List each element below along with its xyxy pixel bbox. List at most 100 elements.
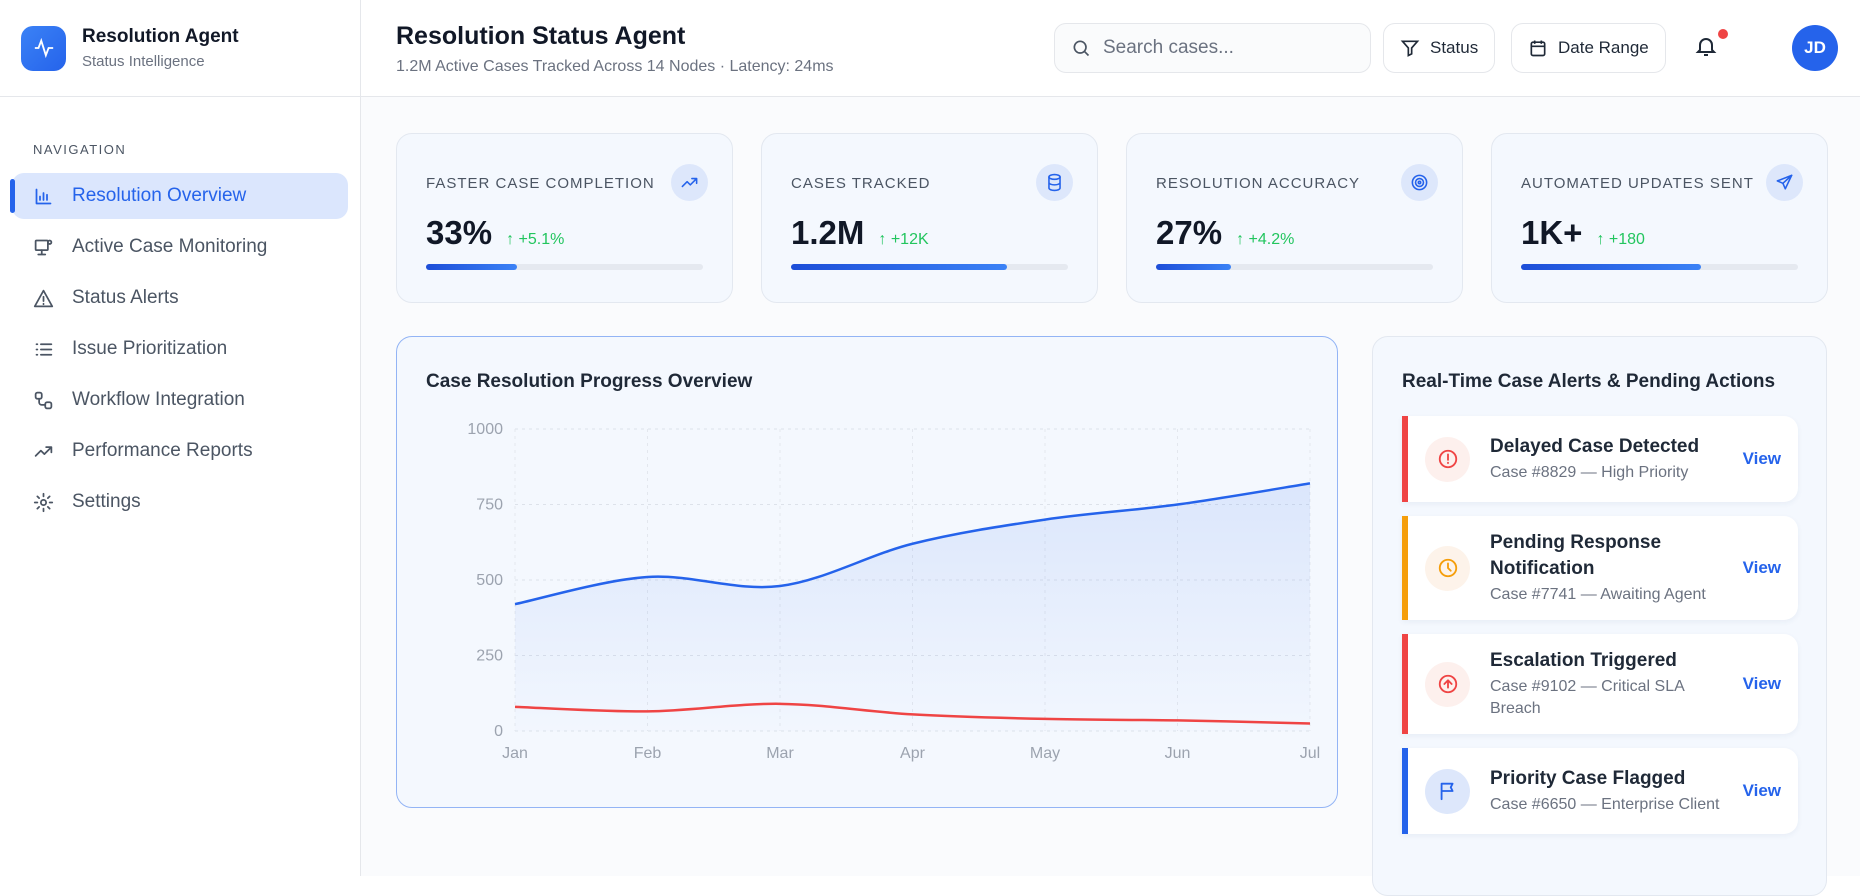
chart-card: Case Resolution Progress Overview 0 250 50… <box>396 336 1338 808</box>
metric-label: FASTER CASE COMPLETION <box>426 175 655 192</box>
search-input[interactable]: Search cases... <box>1054 23 1371 73</box>
alert-icon-badge <box>1425 768 1470 814</box>
y-tick-label: 750 <box>476 497 503 514</box>
metric-row: 1K+ ↑ +180 <box>1521 214 1645 252</box>
list-icon <box>35 342 53 356</box>
progress-bar <box>426 264 703 270</box>
date-range-button[interactable]: Date Range <box>1511 23 1666 73</box>
avatar[interactable]: JD <box>1792 25 1838 71</box>
metric-value: 1.2M <box>791 214 865 251</box>
sidebar-item-label: Issue Prioritization <box>72 338 228 359</box>
sidebar-item-status-alerts[interactable]: Status Alerts <box>12 275 348 321</box>
sidebar-item-label: Resolution Overview <box>72 185 247 206</box>
sidebar-item-label: Active Case Monitoring <box>72 236 268 257</box>
x-tick-label: Jan <box>502 745 528 762</box>
alert-title: Delayed Case Detected <box>1490 436 1700 457</box>
metric-value: 1K+ <box>1521 214 1583 251</box>
filter-icon <box>1400 40 1420 57</box>
brand-title: Resolution Agent <box>82 26 239 47</box>
bar-chart-icon <box>35 188 52 204</box>
alert-text: Pending Response Notification Case #7741 … <box>1490 530 1723 606</box>
alert-subtitle: Case #7741 — Awaiting Agent <box>1490 586 1706 603</box>
alert-title: Escalation Triggered <box>1490 650 1677 671</box>
sidebar-item-label: Performance Reports <box>72 440 253 461</box>
metric-delta: ↑ +12K <box>878 231 929 248</box>
nav: Resolution Overview Active Case Monitorin… <box>0 173 360 525</box>
view-link[interactable]: View <box>1742 449 1781 468</box>
alert-severity-bar <box>1402 634 1408 734</box>
search-placeholder: Search cases... <box>1103 37 1234 58</box>
alert-list: Delayed Case Detected Case #8829 — High P… <box>1402 416 1798 834</box>
gear-icon <box>33 492 54 512</box>
y-tick-label: 0 <box>494 723 503 740</box>
series-area <box>515 483 1310 731</box>
sidebar-item-settings[interactable]: Settings <box>12 479 348 525</box>
progress-fill <box>791 264 1008 270</box>
header: Resolution Status Agent 1.2M Active Case… <box>361 0 1860 97</box>
view-link[interactable]: View <box>1742 674 1781 693</box>
sidebar-item-performance-reports[interactable]: Performance Reports <box>12 428 348 474</box>
page-title: Resolution Status Agent <box>396 22 686 50</box>
workflow-icon <box>34 391 53 409</box>
alert-text: Escalation Triggered Case #9102 — Critica… <box>1490 648 1723 720</box>
alert-text: Priority Case Flagged Case #6650 — Enterp… <box>1490 766 1723 816</box>
alert-severity-bar <box>1402 748 1408 834</box>
view-link[interactable]: View <box>1742 781 1781 800</box>
x-tick-label: Jul <box>1300 745 1320 762</box>
metric-card: FASTER CASE COMPLETION 33% ↑ +5.1% <box>396 133 733 303</box>
alert-subtitle: Case #6650 — Enterprise Client <box>1490 796 1720 813</box>
date-range-label: Date Range <box>1558 38 1649 57</box>
metric-value: 27% <box>1156 214 1223 251</box>
search-icon <box>1073 40 1090 57</box>
alerts-title: Real-Time Case Alerts & Pending Actions <box>1402 371 1776 392</box>
main: FASTER CASE COMPLETION 33% ↑ +5.1% CASES … <box>361 97 1860 896</box>
status-filter-button[interactable]: Status <box>1383 23 1496 73</box>
metric-label: AUTOMATED UPDATES SENT <box>1521 175 1754 192</box>
progress-fill <box>1156 264 1231 270</box>
sidebar-item-label: Workflow Integration <box>72 389 245 410</box>
progress-fill <box>426 264 518 270</box>
status-label: Status <box>1430 38 1479 57</box>
brand-subtitle: Status Intelligence <box>82 53 205 70</box>
alert-circle-icon <box>1438 449 1457 469</box>
metric-label: RESOLUTION ACCURACY <box>1156 175 1361 192</box>
notification-dot <box>1718 29 1728 39</box>
sidebar-item-label: Status Alerts <box>72 287 179 308</box>
sidebar-item-workflow-integration[interactable]: Workflow Integration <box>12 377 348 423</box>
metric-label: CASES TRACKED <box>791 175 931 192</box>
alert-title: Pending Response Notification <box>1490 532 1662 579</box>
bell-icon[interactable] <box>1694 33 1718 59</box>
alert-title: Priority Case Flagged <box>1490 768 1686 789</box>
trending-up-icon <box>34 445 53 457</box>
x-tick-label: Apr <box>900 745 926 762</box>
metric-delta: ↑ +5.1% <box>506 231 565 248</box>
alert-severity-bar <box>1402 516 1408 620</box>
metric-icon-badge <box>1401 164 1438 201</box>
alert-icon-badge <box>1425 661 1470 707</box>
alert-item: Pending Response Notification Case #7741 … <box>1402 516 1798 620</box>
page-subtitle: 1.2M Active Cases Tracked Across 14 Node… <box>396 58 834 75</box>
metric-value: 33% <box>426 214 493 251</box>
metric-icon-badge <box>671 164 708 201</box>
alert-icon-badge <box>1425 545 1470 591</box>
sidebar-item-issue-prioritization[interactable]: Issue Prioritization <box>12 326 348 372</box>
y-tick-label: 1000 <box>467 421 503 438</box>
chart-title: Case Resolution Progress Overview <box>426 371 753 392</box>
x-tick-label: Mar <box>766 745 794 762</box>
nav-heading: NAVIGATION <box>33 142 127 157</box>
alerts-panel: Real-Time Case Alerts & Pending Actions … <box>1372 336 1827 896</box>
flag-icon <box>1440 782 1453 801</box>
x-tick-label: May <box>1030 745 1060 762</box>
alert-subtitle: Case #9102 — Critical SLA Breach <box>1490 678 1684 717</box>
progress-bar <box>1521 264 1798 270</box>
send-icon <box>1776 174 1793 190</box>
view-link[interactable]: View <box>1742 558 1781 577</box>
trending-up-icon <box>681 177 698 188</box>
sidebar-item-resolution-overview[interactable]: Resolution Overview <box>10 173 348 219</box>
x-tick-label: Jun <box>1165 745 1191 762</box>
arrow-up-circle-icon <box>1438 674 1457 694</box>
alert-icon-badge <box>1425 436 1470 482</box>
sidebar-item-active-case-monitoring[interactable]: Active Case Monitoring <box>12 224 348 270</box>
series-line-1 <box>514 702 1311 725</box>
metric-icon-badge <box>1766 164 1803 201</box>
